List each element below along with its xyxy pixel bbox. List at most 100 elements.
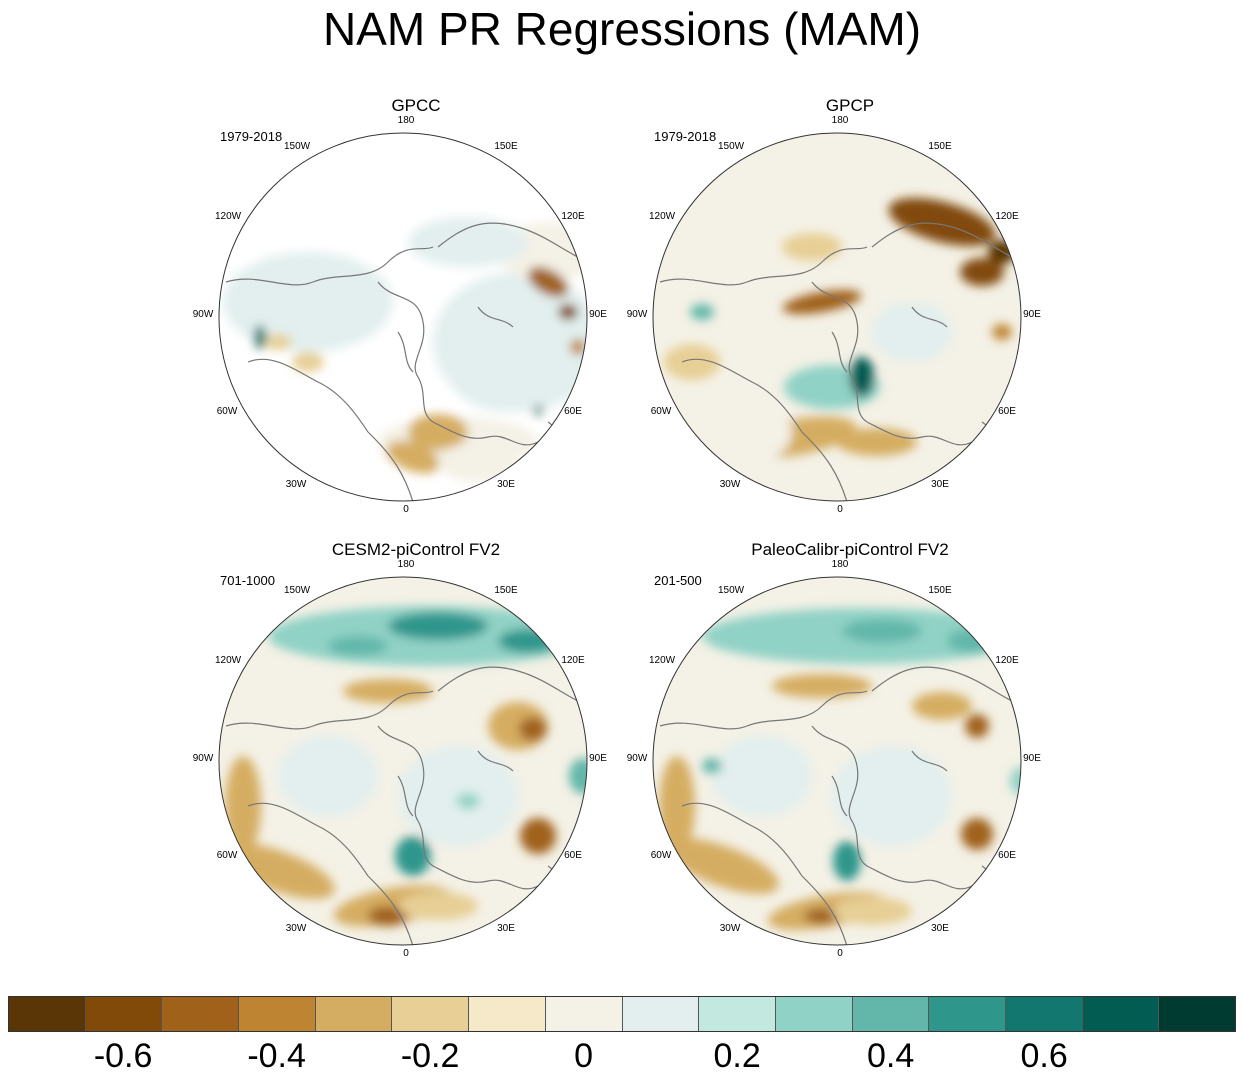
longitude-label: 30W [719, 479, 741, 490]
longitude-label: 90W [192, 753, 214, 764]
coastline [831, 331, 848, 373]
panel-title: PaleoCalibr-piControl FV2 [751, 540, 949, 559]
coastline [659, 690, 868, 730]
colorbar-label: -0.4 [247, 1037, 306, 1075]
longitude-label: 0 [403, 948, 409, 959]
coastline [397, 331, 414, 373]
longitude-label: 90W [626, 309, 648, 320]
map-background [653, 133, 1021, 501]
coastline [801, 875, 853, 945]
colorbar-box [775, 997, 853, 1031]
longitude-label: 30E [497, 923, 515, 934]
colorbar-box [162, 997, 240, 1031]
longitude-label: 30E [931, 923, 949, 934]
coastline [911, 750, 948, 772]
longitude-label: 120W [649, 655, 676, 666]
colorbar-box [392, 997, 470, 1031]
longitude-label: 120E [561, 655, 585, 666]
coastline [377, 281, 434, 423]
colorbar-label: 0.6 [1020, 1037, 1068, 1075]
colorbar-box [622, 997, 700, 1031]
longitude-label: 150W [718, 585, 745, 596]
regression-anomaly [254, 325, 266, 349]
longitude-label: 120E [995, 211, 1019, 222]
longitude-label: 60W [216, 850, 238, 861]
regression-anomaly [343, 679, 433, 703]
longitude-label: 150E [494, 141, 518, 152]
colorbar-box [239, 997, 316, 1031]
colorbar-box [1005, 997, 1083, 1031]
longitude-label: 180 [831, 559, 849, 570]
longitude-label: 120W [215, 655, 242, 666]
colorbar-box [1159, 997, 1235, 1031]
longitude-label: 150W [284, 141, 311, 152]
coastline [477, 306, 514, 328]
period-label: 701-1000 [220, 573, 275, 588]
regression-anomaly [961, 818, 993, 850]
longitude-label: 60E [564, 406, 582, 417]
regression-anomaly [960, 258, 1004, 286]
regression-anomaly [702, 758, 722, 774]
longitude-label: 60W [216, 406, 238, 417]
regression-anomaly [386, 440, 440, 474]
colorbar-label: 0 [574, 1037, 594, 1075]
coastline [831, 775, 848, 817]
colorbar-box [315, 997, 393, 1031]
coastline [659, 246, 868, 286]
longitude-label: 180 [831, 115, 849, 126]
regression-anomaly [569, 758, 587, 794]
regression-anomaly [992, 324, 1012, 340]
colorbar-box [545, 997, 623, 1031]
regression-anomaly [690, 304, 714, 320]
colorbar-box [1082, 997, 1160, 1031]
regression-anomaly [842, 619, 922, 643]
regression-anomaly [965, 714, 989, 738]
longitude-label: 150E [928, 141, 952, 152]
regression-anomaly [258, 272, 378, 332]
coastline [871, 666, 1013, 702]
regression-anomaly [398, 746, 518, 846]
longitude-label: 30W [285, 923, 307, 934]
colorbar-box [469, 997, 546, 1031]
land-region [408, 217, 528, 267]
longitude-label: 60W [650, 850, 672, 861]
regression-anomaly [665, 838, 779, 894]
longitude-label: 60E [564, 850, 582, 861]
longitude-label: 30E [931, 479, 949, 490]
regression-anomaly [448, 332, 568, 412]
coastline [981, 865, 1013, 907]
panel-title: GPCC [391, 96, 441, 115]
longitude-label: 30W [719, 923, 741, 934]
longitude-label: 30E [497, 479, 515, 490]
colorbar-label: -0.2 [400, 1037, 460, 1075]
longitude-label: 90E [1023, 309, 1041, 320]
colorbar-box [929, 997, 1006, 1031]
regression-anomaly [398, 892, 478, 920]
coastline [981, 421, 1013, 463]
map-outline [652, 576, 1022, 946]
coastline [547, 865, 579, 907]
map-outline [218, 576, 588, 946]
regression-anomaly [782, 289, 862, 315]
longitude-label: 180 [397, 559, 415, 570]
coastline [397, 775, 414, 817]
longitude-label: 120E [561, 211, 585, 222]
coastline [247, 802, 369, 877]
coastline [225, 690, 434, 730]
longitude-label: 150W [284, 585, 311, 596]
colorbar-box [9, 997, 86, 1031]
longitude-label: 120W [215, 211, 242, 222]
regression-anomaly [388, 612, 488, 640]
regression-anomaly [408, 414, 468, 450]
regression-anomaly [837, 428, 917, 456]
period-label: 1979-2018 [220, 129, 283, 144]
colorbar-box [699, 997, 776, 1031]
regression-anomaly [438, 442, 518, 482]
longitude-label: 90E [589, 309, 607, 320]
colorbar-box [85, 997, 163, 1031]
regression-anomaly [519, 717, 547, 741]
colorbar-label: 0.4 [866, 1037, 915, 1075]
period-label: 201-500 [654, 573, 702, 588]
map-outline [218, 132, 588, 502]
regression-anomaly [278, 736, 378, 816]
